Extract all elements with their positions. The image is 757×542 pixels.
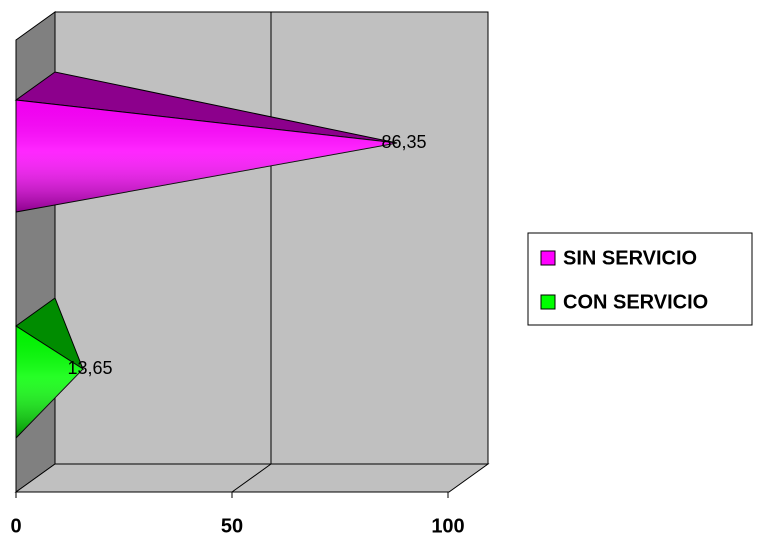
- legend-label: CON SERVICIO: [563, 291, 708, 313]
- cone-shade: [16, 100, 398, 212]
- x-tick-label: 50: [221, 515, 243, 537]
- legend-label: SIN SERVICIO: [563, 247, 697, 269]
- cone-shade: [16, 326, 83, 438]
- x-tick-label: 100: [431, 515, 464, 537]
- value-label: 13,65: [67, 358, 112, 378]
- legend-swatch: [540, 250, 556, 266]
- cone-back-shade: [16, 72, 398, 143]
- x-tick-label: 0: [10, 515, 21, 537]
- grid-line: [231, 463, 272, 493]
- cone-back-shade: [16, 298, 83, 369]
- legend: [527, 232, 753, 326]
- legend-swatch: [540, 294, 556, 310]
- value-label: 86,35: [382, 132, 427, 152]
